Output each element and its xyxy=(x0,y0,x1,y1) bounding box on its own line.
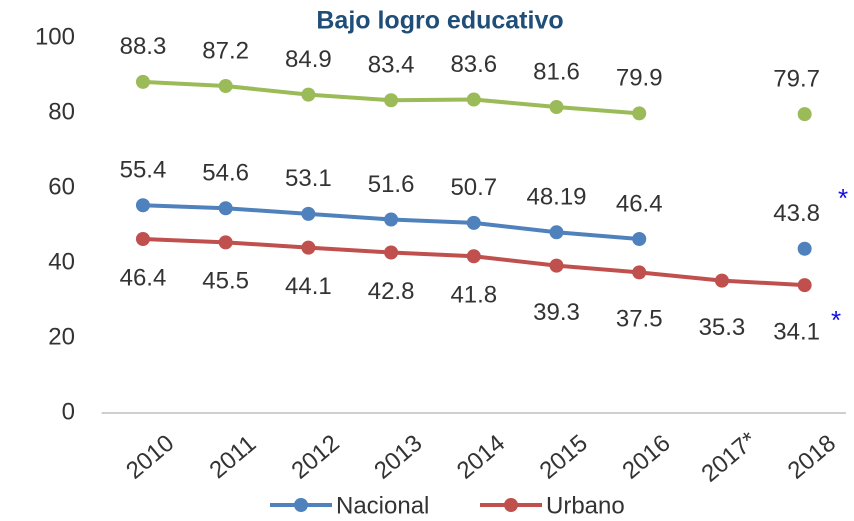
data-point xyxy=(466,92,481,107)
y-tick-label: 40 xyxy=(48,248,75,275)
data-point xyxy=(218,201,233,216)
annotation: * xyxy=(831,305,841,335)
data-label: 39.3 xyxy=(533,299,580,326)
data-point xyxy=(632,232,647,246)
x-tick-label: 2016 xyxy=(617,430,675,485)
data-point xyxy=(466,249,481,264)
data-point xyxy=(301,206,316,221)
x-tick-label: 2015 xyxy=(535,430,593,485)
data-label: 46.4 xyxy=(616,190,663,217)
legend-label: Nacional xyxy=(336,492,429,519)
data-point xyxy=(632,265,647,280)
data-label: 54.6 xyxy=(202,160,249,187)
data-label: 35.3 xyxy=(699,314,746,341)
data-label: 42.8 xyxy=(368,278,415,305)
data-label: 83.6 xyxy=(450,51,497,78)
y-tick-label: 60 xyxy=(48,173,75,200)
data-point xyxy=(466,215,481,230)
data-point xyxy=(135,232,150,246)
data-label: 45.5 xyxy=(202,268,249,295)
data-point xyxy=(549,100,564,114)
legend-marker xyxy=(294,498,308,512)
x-tick-label: 2017* xyxy=(696,427,761,488)
data-label: 88.3 xyxy=(120,33,167,60)
data-point xyxy=(384,245,399,260)
data-label: 53.1 xyxy=(285,165,332,192)
data-label: 46.4 xyxy=(120,264,167,291)
data-point xyxy=(218,79,233,93)
data-point xyxy=(135,74,150,89)
data-label: 34.1 xyxy=(773,318,820,345)
data-label: 87.2 xyxy=(202,37,249,64)
data-point xyxy=(797,241,812,256)
chart-title: Bajo logro educativo xyxy=(316,7,563,35)
data-label: 48.19 xyxy=(526,184,586,211)
x-tick-label: 2014 xyxy=(452,430,510,485)
data-label: 51.6 xyxy=(368,171,415,198)
data-label: 84.9 xyxy=(285,46,332,73)
data-point xyxy=(632,106,647,121)
data-point xyxy=(301,87,316,102)
data-label: 50.7 xyxy=(450,174,497,201)
data-label: 79.7 xyxy=(773,65,820,92)
data-point xyxy=(384,93,399,108)
data-point xyxy=(301,240,316,255)
data-point xyxy=(714,273,729,288)
data-point xyxy=(384,212,399,227)
y-tick-label: 0 xyxy=(62,398,75,425)
data-label: 44.1 xyxy=(285,273,332,300)
x-tick-label: 2018 xyxy=(783,430,841,485)
y-tick-label: 80 xyxy=(48,98,75,125)
legend-marker xyxy=(504,498,518,512)
annotation: * xyxy=(838,183,848,213)
data-point xyxy=(135,198,150,213)
y-tick-label: 20 xyxy=(48,323,75,350)
data-label: 79.9 xyxy=(616,65,663,92)
data-label: 41.8 xyxy=(450,282,497,309)
data-label: 43.8 xyxy=(773,200,820,227)
data-label: 81.6 xyxy=(533,58,580,85)
data-point xyxy=(797,278,812,293)
x-tick-label: 2012 xyxy=(287,430,345,485)
y-tick-label: 100 xyxy=(35,23,75,50)
data-label: 37.5 xyxy=(616,306,663,333)
x-tick-label: 2013 xyxy=(369,430,427,485)
x-tick-label: 2011 xyxy=(204,430,261,484)
x-tick-label: 2010 xyxy=(121,430,179,485)
data-point xyxy=(549,225,564,240)
data-point xyxy=(797,107,812,122)
data-label: 83.4 xyxy=(368,52,415,79)
data-label: 55.4 xyxy=(120,157,167,184)
data-point xyxy=(218,235,233,250)
legend-label: Urbano xyxy=(546,492,625,519)
data-point xyxy=(549,258,564,273)
